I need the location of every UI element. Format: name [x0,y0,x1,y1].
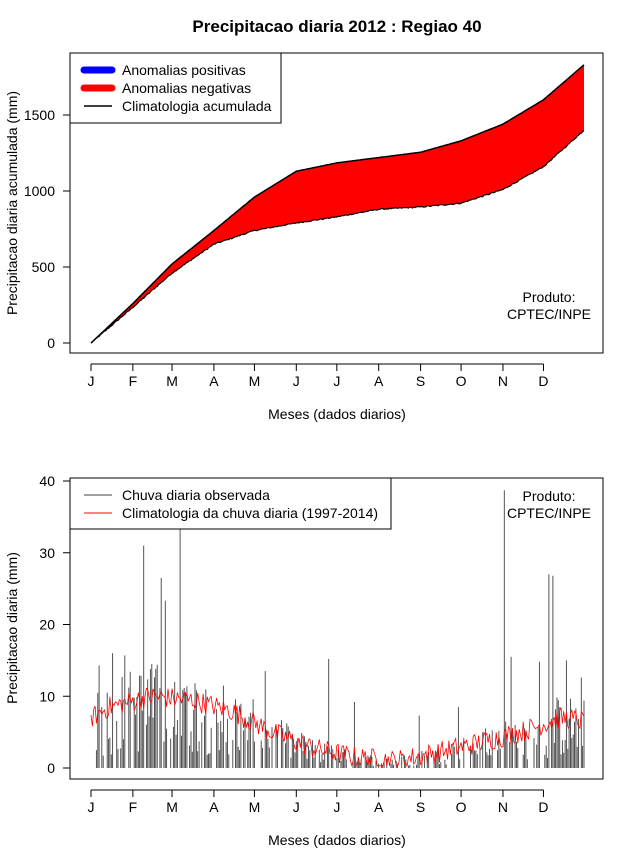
bottom-y-tick-label: 0 [47,760,55,776]
negative-anomaly-area [91,64,584,344]
observed-daily-rain-bars [95,490,585,768]
bottom-y-tick-label: 10 [39,688,55,704]
top-x-tick-label: J [333,373,340,389]
chart-title: Precipitacao diaria 2012 : Regiao 40 [192,17,481,36]
climatology-accumulated-line [90,64,585,344]
bottom-legend-box [69,477,392,530]
top-x-tick-label: S [416,373,425,389]
top-y-label: Precipitacao diaria acumulada (mm) [4,91,20,315]
bottom-x-tick-label: N [498,799,508,815]
top-x-tick-label: A [209,373,219,389]
bottom-x-tick-label: S [416,799,425,815]
legend-climatology-label: Climatologia acumulada [122,98,272,114]
top-credit-line1: Produto: [523,289,576,305]
top-x-tick-label: M [249,373,261,389]
top-y-tick-label: 0 [47,335,55,351]
top-x-tick-label: O [456,373,467,389]
top-y-axis: 0 500 1000 1500 [24,107,71,351]
top-credit-line2: CPTEC/INPE [507,306,591,322]
bottom-x-tick-label: M [249,799,261,815]
top-y-tick-label: 500 [32,259,56,275]
top-x-tick-label: M [166,373,178,389]
top-y-tick-label: 1500 [24,107,55,123]
legend-climdaily-label: Climatologia da chuva diaria (1997-2014) [122,505,378,521]
bottom-x-tick-label: J [88,799,95,815]
bottom-x-tick-label: A [209,799,219,815]
top-panel: 0 500 1000 1500 J F M A M J J A S O N D Precipitacao d… [4,52,604,422]
top-x-tick-label: J [293,373,300,389]
top-x-tick-label: N [498,373,508,389]
bottom-panel: 0 10 20 30 40 J F M A M J J A S O N D Precipitacao diar… [4,473,604,848]
top-legend: Anomalias positivas Anomalias negativas … [69,52,282,124]
legend-positive-label: Anomalias positivas [122,62,246,78]
top-x-tick-label: D [538,373,548,389]
bottom-x-tick-label: J [333,799,340,815]
bottom-y-label: Precipitacao diaria (mm) [4,552,20,704]
bottom-y-axis: 0 10 20 30 40 [39,473,71,776]
bottom-y-tick-label: 40 [39,473,55,489]
bottom-x-tick-label: D [538,799,548,815]
bottom-x-tick-label: J [293,799,300,815]
bottom-x-tick-label: F [129,799,138,815]
bottom-y-tick-label: 20 [39,617,55,633]
observed-accumulated-line [90,130,585,344]
top-x-tick-label: J [88,373,95,389]
climatology-daily-line [90,687,585,768]
top-y-tick-label: 1000 [24,183,55,199]
legend-observed-label: Chuva diaria observada [122,487,270,503]
top-x-tick-label: F [129,373,138,389]
bottom-x-tick-label: O [456,799,467,815]
bottom-credit-line2: CPTEC/INPE [507,505,591,521]
bottom-x-label: Meses (dados diarios) [268,832,406,848]
legend-negative-label: Anomalias negativas [122,80,251,96]
top-x-label: Meses (dados diarios) [268,406,406,422]
bottom-x-tick-label: A [374,799,384,815]
bottom-y-tick-label: 30 [39,545,55,561]
top-x-tick-label: A [374,373,384,389]
bottom-x-tick-label: M [166,799,178,815]
bottom-legend: Chuva diaria observada Climatologia da c… [69,477,392,530]
bottom-credit-line1: Produto: [523,488,576,504]
